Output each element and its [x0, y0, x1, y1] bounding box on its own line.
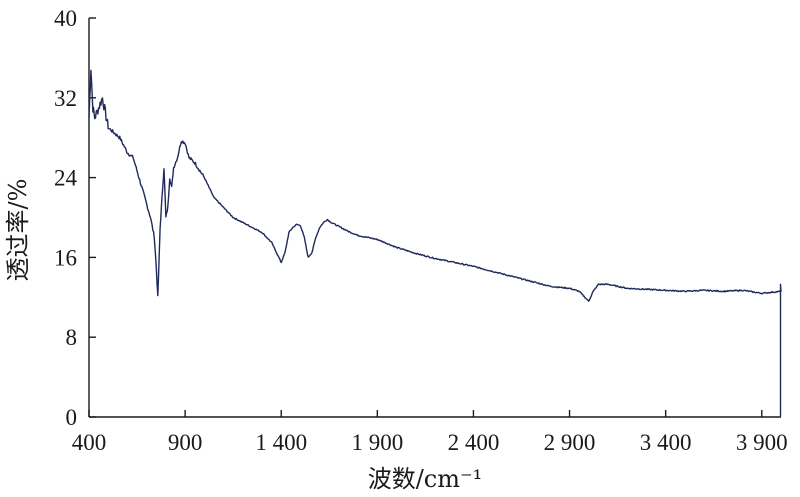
x-tick-label: 2 900	[544, 430, 596, 455]
x-tick-label: 2 400	[448, 430, 500, 455]
y-axis-title: 透过率/%	[4, 179, 32, 282]
x-axis-title: 波数/cm⁻¹	[368, 465, 483, 493]
y-tick-label: 40	[54, 6, 77, 31]
y-tick-label: 24	[54, 166, 78, 191]
ticks: 400 900 1 400 1 900 2 400 2 900 3 400 3 900 0 8 16…	[54, 6, 788, 455]
x-tick-label: 3 400	[640, 430, 692, 455]
x-tick-label: 1 900	[351, 430, 403, 455]
y-tick-label: 16	[54, 245, 77, 270]
y-tick-label: 0	[66, 405, 78, 430]
x-tick-label: 900	[168, 430, 203, 455]
series-layer	[88, 69, 782, 417]
x-tick-label: 3 900	[736, 430, 788, 455]
spectrum-line	[88, 69, 782, 417]
y-tick-label: 32	[54, 86, 77, 111]
x-tick-label: 400	[72, 430, 107, 455]
y-tick-label: 8	[66, 325, 78, 350]
axes	[88, 18, 781, 418]
x-tick-label: 1 400	[255, 430, 307, 455]
